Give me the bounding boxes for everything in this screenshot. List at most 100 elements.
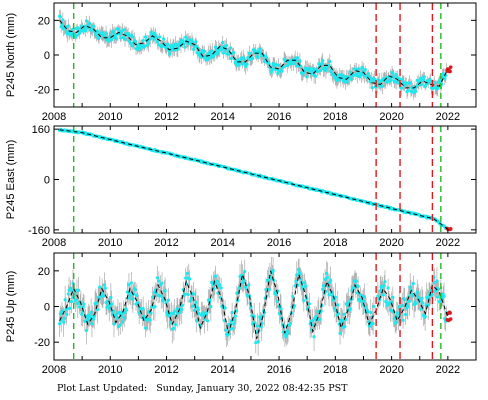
data-point — [256, 56, 260, 60]
data-point — [264, 287, 268, 292]
recent-point — [448, 69, 452, 74]
data-point — [317, 62, 321, 66]
data-point — [294, 279, 298, 284]
data-point — [228, 46, 233, 50]
data-point — [277, 63, 281, 67]
y-tick-label: 0 — [44, 175, 50, 187]
data-point — [260, 321, 264, 325]
data-point — [173, 323, 178, 327]
data-point — [433, 289, 437, 293]
data-point — [69, 300, 74, 304]
data-point — [305, 75, 309, 79]
data-point — [107, 307, 111, 311]
data-point — [208, 298, 212, 302]
y-tick-label: 0 — [44, 302, 50, 314]
data-point — [87, 21, 92, 25]
data-point — [114, 37, 118, 41]
data-point — [128, 294, 133, 298]
x-tick-label: 2012 — [154, 364, 178, 376]
data-point — [92, 314, 96, 319]
data-point — [84, 19, 89, 23]
data-point — [112, 322, 116, 326]
x-tick-label: 2010 — [98, 364, 122, 376]
data-point — [404, 81, 408, 85]
data-point — [136, 301, 140, 305]
data-point — [291, 294, 295, 299]
data-point — [258, 317, 263, 321]
data-point — [245, 62, 249, 67]
data-point — [261, 314, 265, 318]
data-point — [169, 321, 173, 325]
data-point — [209, 304, 213, 309]
data-point — [109, 33, 113, 37]
data-point — [122, 28, 126, 32]
data-point — [90, 321, 94, 326]
data-point — [422, 75, 426, 79]
data-point — [143, 326, 148, 330]
data-point — [343, 324, 347, 329]
plot-area — [58, 126, 453, 233]
data-point — [432, 81, 437, 85]
recent-point — [448, 317, 453, 321]
data-point — [197, 312, 201, 316]
data-point — [104, 31, 108, 35]
data-point — [436, 287, 441, 291]
data-point — [366, 320, 371, 324]
data-point — [225, 43, 229, 48]
y-tick-label: -20 — [34, 337, 50, 349]
data-point — [438, 78, 442, 82]
data-point — [400, 78, 404, 82]
y-tick-label: 160 — [32, 124, 50, 136]
data-point — [106, 299, 110, 303]
data-point — [332, 306, 337, 311]
data-point — [153, 305, 157, 309]
data-point — [267, 287, 271, 292]
data-point — [188, 277, 192, 281]
data-point — [213, 45, 218, 49]
data-point — [208, 49, 212, 54]
x-tick-label: 2022 — [436, 237, 460, 249]
data-point — [211, 55, 215, 59]
data-point — [345, 303, 349, 307]
data-point — [89, 310, 93, 315]
data-point — [366, 310, 370, 314]
plot-updated-footer: Plot Last Updated: Sunday, January 30, 2… — [57, 383, 347, 394]
data-point — [98, 285, 102, 289]
data-point — [247, 283, 251, 287]
data-point — [420, 296, 424, 300]
data-point — [150, 295, 155, 299]
x-tick-label: 2016 — [267, 364, 291, 376]
data-point — [240, 62, 244, 66]
data-point — [328, 280, 332, 285]
data-point — [328, 59, 332, 64]
data-point — [421, 78, 426, 82]
data-point — [148, 37, 152, 41]
data-point — [230, 310, 234, 315]
data-point — [235, 63, 239, 67]
data-point — [321, 287, 325, 291]
data-point — [286, 331, 290, 335]
model-fit-line — [59, 19, 449, 89]
data-point — [258, 51, 263, 55]
data-point — [237, 286, 241, 290]
x-tick-label: 2010 — [98, 237, 122, 249]
data-point — [347, 300, 351, 304]
data-point — [408, 81, 412, 85]
x-tick-label: 2008 — [42, 111, 66, 123]
panel-3: 2008 2010 2012 2014 2016 2018 2020 2022 20 0 -20 P2… — [5, 252, 477, 376]
data-point — [148, 318, 152, 322]
data-point — [95, 301, 99, 305]
data-point — [191, 47, 196, 51]
data-point — [271, 268, 275, 273]
data-point — [231, 326, 235, 331]
data-point — [232, 322, 236, 326]
data-point — [141, 38, 145, 43]
panel-2: 2008 2010 2012 2014 2016 2018 2020 2022 160 0 -160… — [5, 124, 477, 249]
data-point — [62, 316, 66, 320]
x-tick-label: 2014 — [211, 237, 235, 249]
data-points — [58, 127, 449, 230]
y-axis-label: P245 East (mm) — [5, 140, 17, 219]
data-point — [147, 42, 151, 46]
data-point — [327, 64, 331, 68]
data-point — [117, 27, 121, 31]
